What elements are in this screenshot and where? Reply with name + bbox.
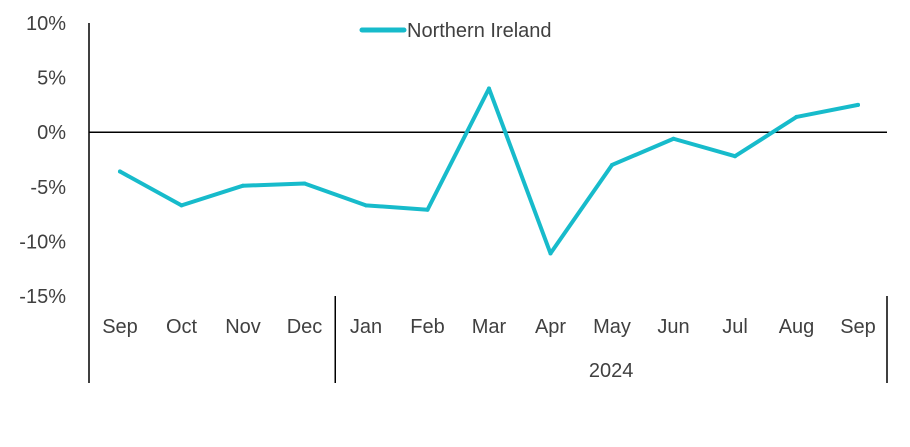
data-point bbox=[610, 162, 614, 167]
data-point bbox=[302, 181, 307, 186]
legend-label: Northern Ireland bbox=[407, 20, 552, 42]
x-tick-label: May bbox=[593, 316, 631, 338]
x-tick-label: Jul bbox=[722, 316, 748, 338]
data-point bbox=[179, 203, 184, 208]
data-point bbox=[241, 183, 245, 188]
x-tick-label: Jan bbox=[350, 316, 382, 338]
year-group-label: 2024 bbox=[589, 360, 634, 382]
series-line bbox=[118, 86, 860, 256]
x-tick-label: Aug bbox=[779, 316, 815, 338]
data-point bbox=[364, 203, 368, 208]
data-point bbox=[794, 114, 799, 119]
y-tick-label: 5% bbox=[37, 68, 66, 90]
data-point bbox=[856, 102, 860, 107]
data-point bbox=[671, 136, 676, 141]
y-tick-label: 0% bbox=[37, 122, 66, 144]
x-tick-label: Jun bbox=[657, 316, 689, 338]
axes bbox=[88, 23, 888, 383]
y-tick-label: -15% bbox=[19, 286, 66, 308]
y-axis-tick-labels: 10% 5% 0% -5% -10% -15% bbox=[19, 13, 66, 308]
x-tick-label: Apr bbox=[535, 316, 566, 338]
x-tick-label: Sep bbox=[840, 316, 876, 338]
y-tick-label: -10% bbox=[19, 231, 66, 253]
legend: Northern Ireland bbox=[359, 20, 552, 42]
x-axis-tick-labels: Sep Oct Nov Dec Jan Feb Mar Apr May Jun Jul Aug Sep 2… bbox=[102, 316, 876, 382]
x-tick-label: Feb bbox=[410, 316, 444, 338]
data-point bbox=[118, 169, 122, 174]
data-point bbox=[487, 86, 491, 91]
x-tick-label: Mar bbox=[472, 316, 507, 338]
y-tick-label: 10% bbox=[26, 13, 66, 35]
data-point bbox=[425, 207, 430, 212]
x-tick-label: Dec bbox=[287, 316, 323, 338]
x-tick-label: Sep bbox=[102, 316, 138, 338]
data-point bbox=[548, 251, 553, 256]
series-layer bbox=[118, 86, 860, 256]
x-tick-label: Oct bbox=[166, 316, 198, 338]
data-point bbox=[733, 154, 737, 159]
y-tick-label: -5% bbox=[30, 177, 66, 199]
x-tick-label: Nov bbox=[225, 316, 261, 338]
